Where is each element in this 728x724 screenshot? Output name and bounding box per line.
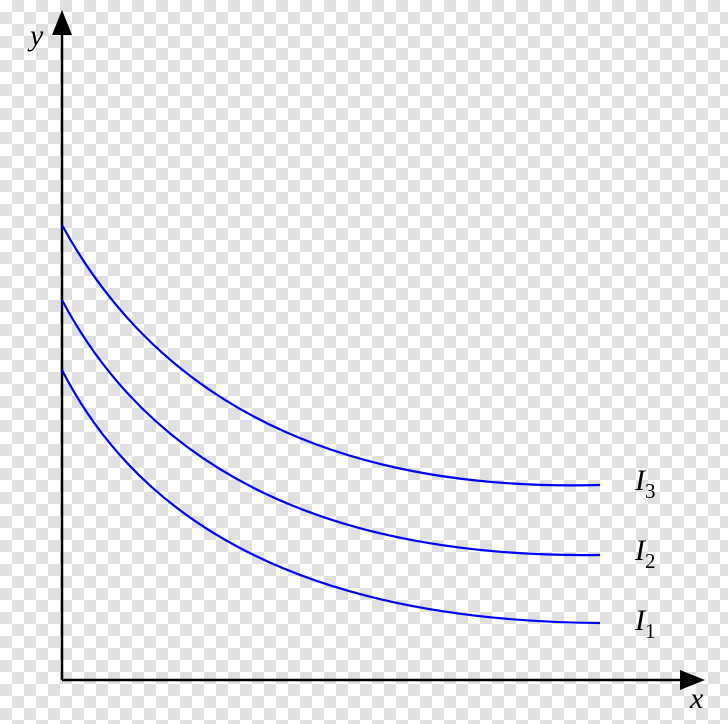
curve-label-I2: I2	[634, 534, 656, 573]
x-axis-label: x	[689, 682, 704, 715]
curve-label-I1: I1	[634, 604, 656, 643]
curve-label-I3: I3	[634, 464, 656, 503]
curve-labels-group: I1 I2 I3	[634, 464, 656, 643]
curve-I3	[62, 225, 600, 485]
curve-I2	[62, 300, 600, 555]
indifference-curve-chart: y x I1 I2 I3	[0, 0, 728, 724]
curves-group	[62, 225, 600, 623]
y-axis-label: y	[27, 19, 44, 52]
